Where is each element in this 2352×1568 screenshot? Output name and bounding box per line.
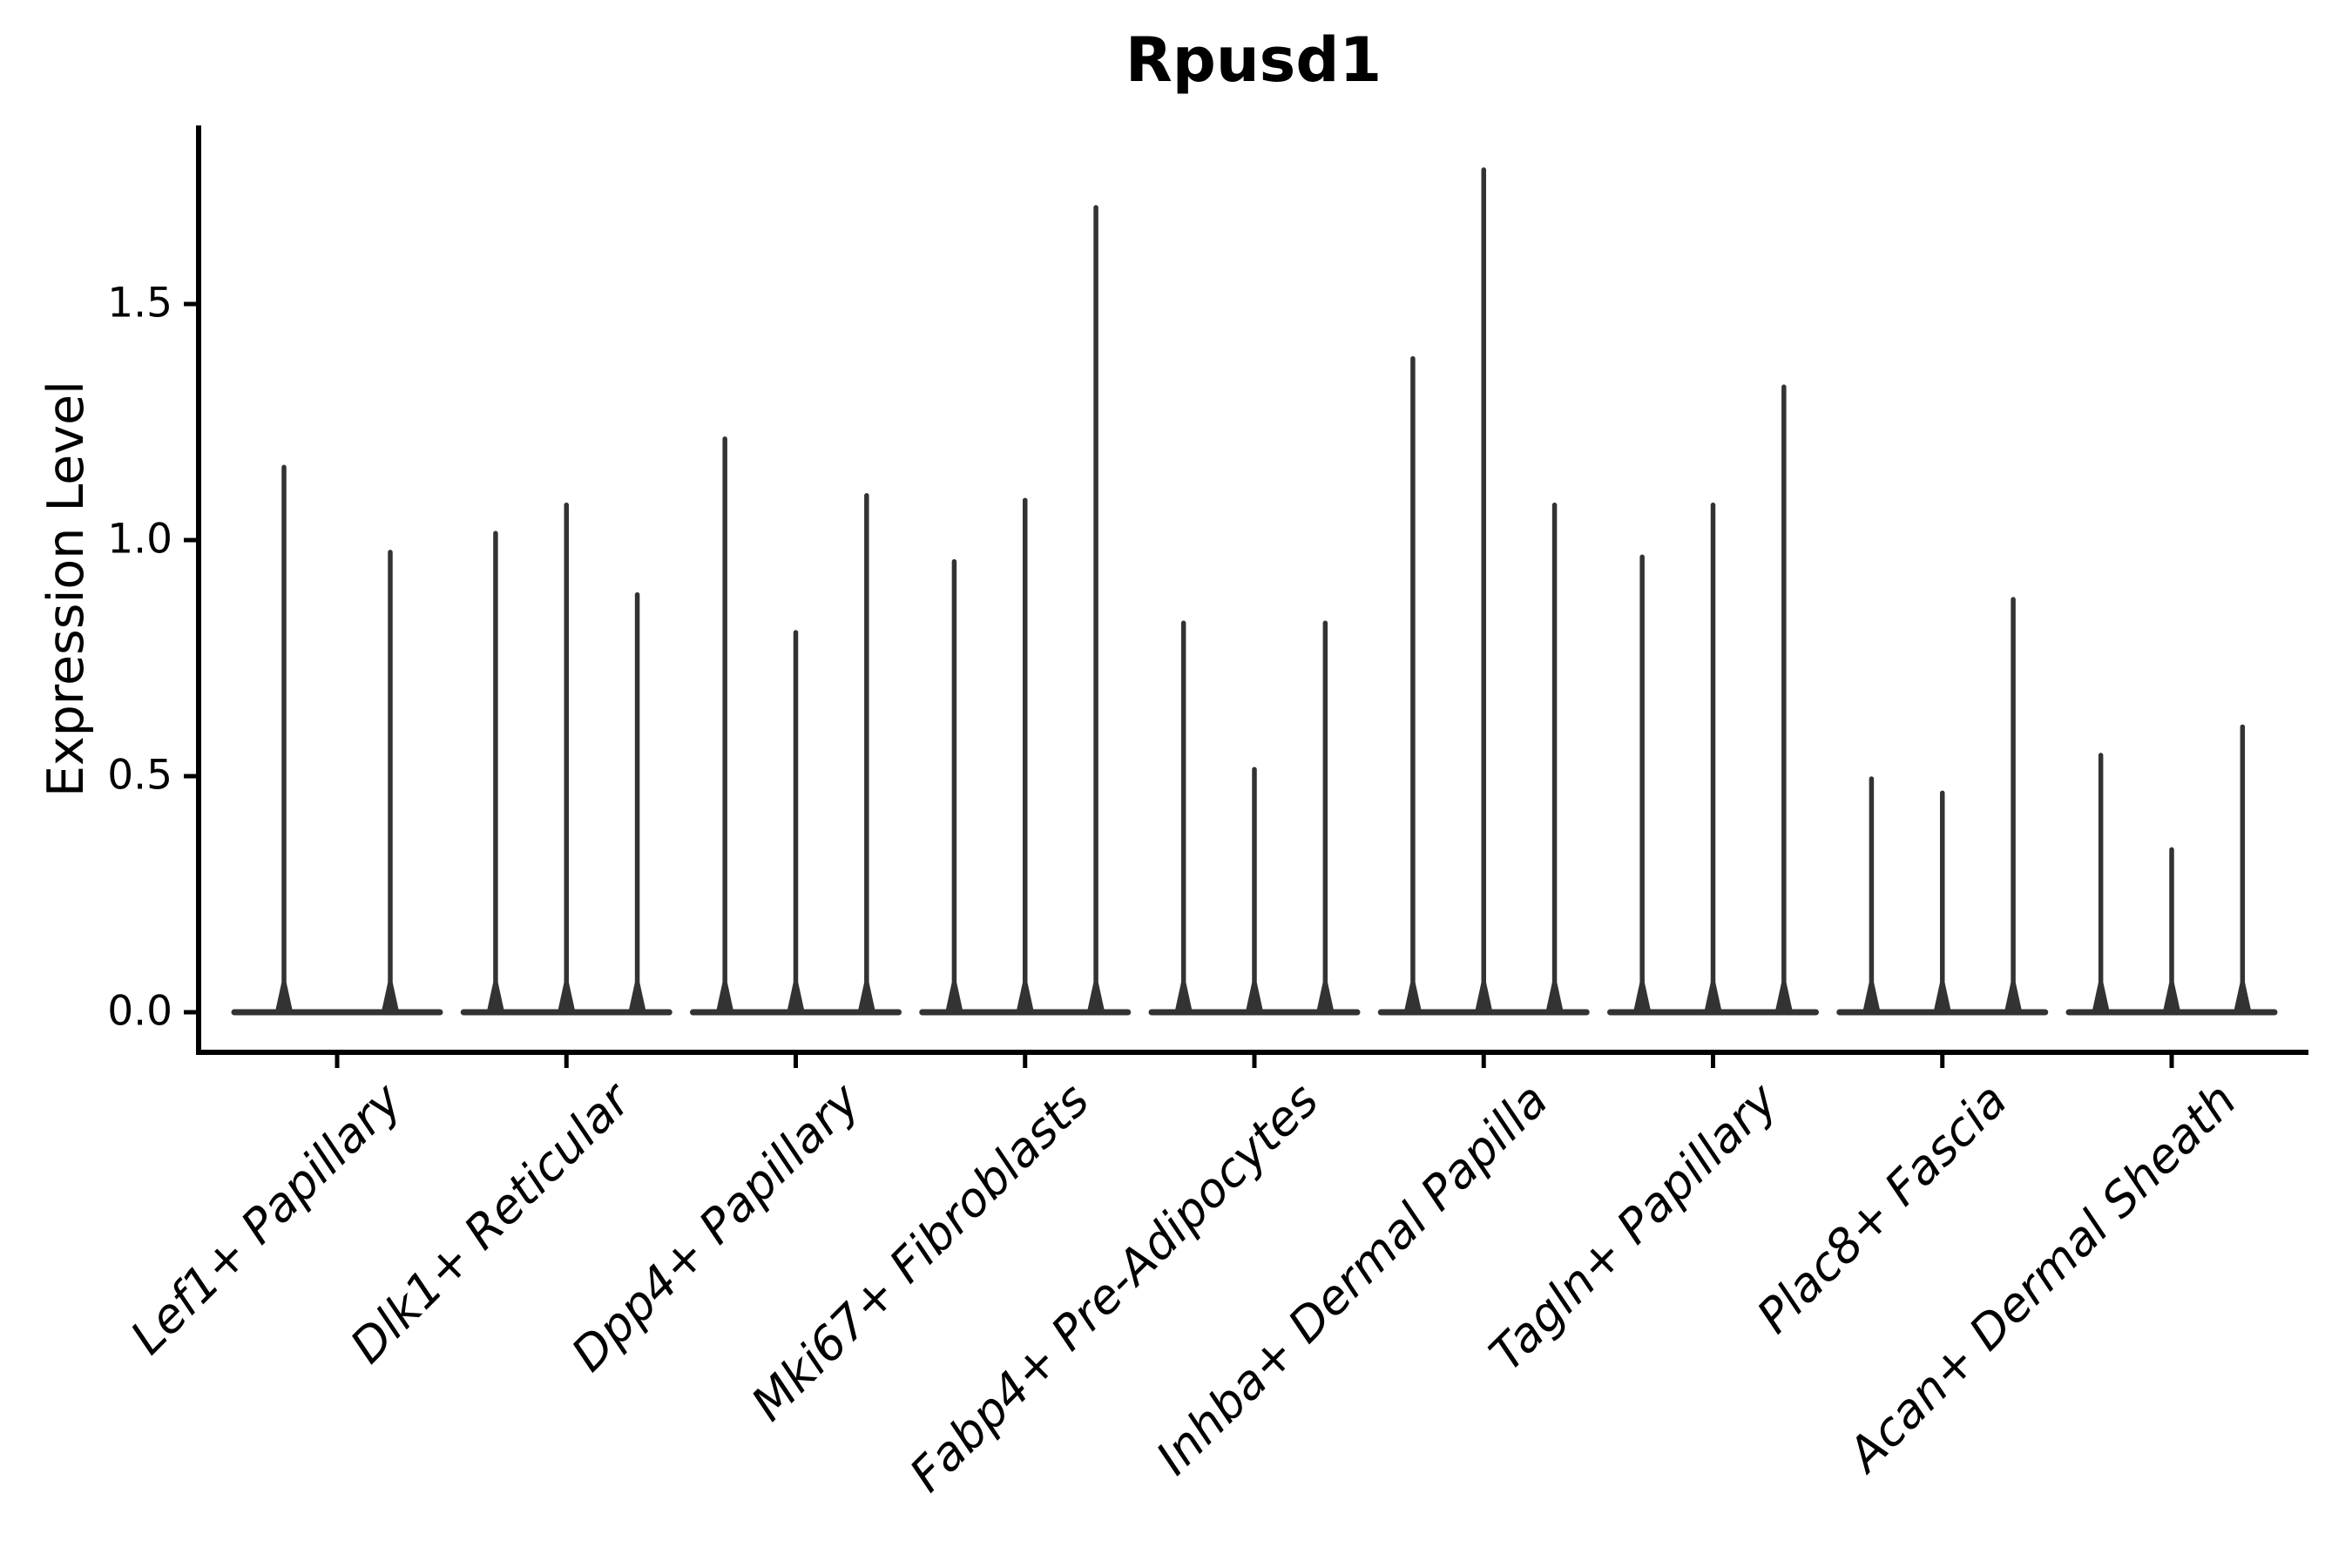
y-tick-label: 1.0 [107, 515, 172, 564]
chart-title: Rpusd1 [1125, 24, 1382, 96]
y-tick-label: 0.5 [107, 751, 172, 800]
y-tick-label: 1.5 [107, 279, 172, 328]
y-tick-label: 0.0 [107, 987, 172, 1036]
